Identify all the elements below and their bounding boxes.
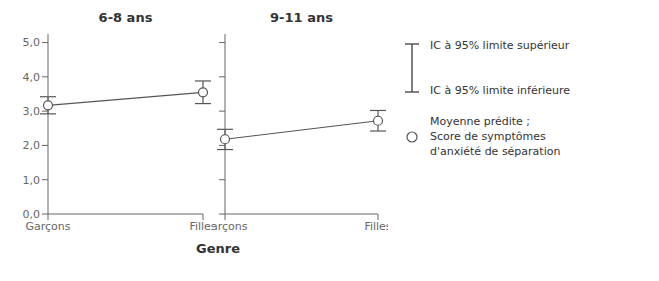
svg-text:Garçons: Garçons <box>25 220 70 233</box>
html-text:9-11 ans: 9-11 ans <box>270 10 333 25</box>
svg-text:3,0: 3,0 <box>23 105 41 118</box>
html-text:6-8 ans: 6-8 ans <box>98 10 153 25</box>
svg-text:0,0: 0,0 <box>23 208 41 221</box>
svg-text:Filles: Filles <box>189 220 213 233</box>
svg-text:Filles: Filles <box>364 220 388 233</box>
html-text:IC à 95% limite inférieure: IC à 95% limite inférieure <box>430 84 571 97</box>
svg-text:4,0: 4,0 <box>23 71 41 84</box>
html-text:IC à 95% limite supérieur: IC à 95% limite supérieur <box>430 39 570 52</box>
svg-text:Garçons: Garçons <box>213 220 248 233</box>
html-text:Score de symptômes: Score de symptômes <box>430 130 546 143</box>
svg-text:1,0: 1,0 <box>23 174 41 187</box>
svg-text:5,0: 5,0 <box>23 36 41 49</box>
html-text:d'anxiété de séparation: d'anxiété de séparation <box>430 145 561 158</box>
html-text:Moyenne prédite ;: Moyenne prédite ; <box>430 115 531 128</box>
html-text:Genre: Genre <box>196 241 240 256</box>
svg-text:2,0: 2,0 <box>23 139 41 152</box>
